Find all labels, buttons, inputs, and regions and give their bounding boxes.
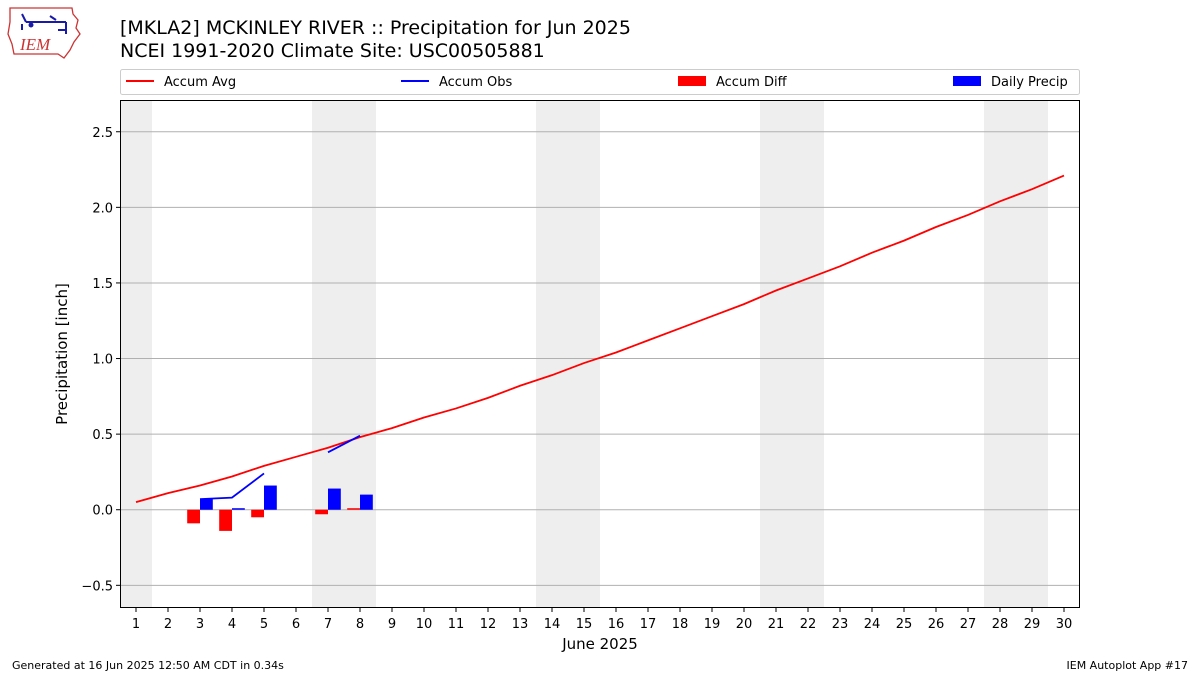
x-axis-label: June 2025 xyxy=(561,635,638,653)
legend-frame xyxy=(120,69,1080,95)
x-tick-label: 24 xyxy=(864,617,881,632)
app-credit: IEM Autoplot App #17 xyxy=(1066,659,1189,672)
lines xyxy=(135,174,1065,504)
weather-station-icon xyxy=(21,13,67,34)
x-tick-label: 30 xyxy=(1056,617,1073,632)
accum-obs-line xyxy=(327,434,361,454)
weekend-band xyxy=(344,100,376,608)
logo-text: IEM xyxy=(19,35,51,54)
legend: Accum Avg Accum Obs Accum Diff Daily Precip xyxy=(120,69,1080,95)
x-tick-label: 8 xyxy=(356,617,364,632)
x-tick-label: 9 xyxy=(388,617,396,632)
x-tick-label: 5 xyxy=(260,617,268,632)
bars xyxy=(187,485,373,531)
daily-precip-bar xyxy=(232,508,245,510)
x-tick-label: 13 xyxy=(512,617,529,632)
generated-timestamp: Generated at 16 Jun 2025 12:50 AM CDT in… xyxy=(12,659,284,672)
x-tick-label: 6 xyxy=(292,617,300,632)
x-tick-label: 23 xyxy=(832,617,849,632)
weekend-band xyxy=(984,100,1016,608)
x-tick-label: 25 xyxy=(896,617,913,632)
chart-subtitle: NCEI 1991-2020 Climate Site: USC00505881 xyxy=(120,40,545,62)
x-tick-label: 15 xyxy=(576,617,593,632)
x-tick-label: 12 xyxy=(480,617,497,632)
weekend-band xyxy=(792,100,824,608)
accum-obs-line xyxy=(199,472,265,501)
x-tick-label: 14 xyxy=(544,617,561,632)
accum-diff-bar xyxy=(219,509,232,531)
iem-logo: IEM xyxy=(7,7,81,59)
x-tick-label: 27 xyxy=(960,617,977,632)
x-tick-label: 19 xyxy=(704,617,721,632)
y-tick-label: 1.5 xyxy=(92,277,113,292)
x-tick-label: 22 xyxy=(800,617,817,632)
plot-frame xyxy=(120,100,1080,608)
weekend-band xyxy=(312,100,344,608)
x-tick-label: 3 xyxy=(196,617,204,632)
weekend-band xyxy=(760,100,792,608)
x-tick-label: 10 xyxy=(416,617,433,632)
accum-diff-bar xyxy=(347,508,360,510)
legend-label: Accum Obs xyxy=(439,75,512,90)
y-tick-label: 0.0 xyxy=(92,504,113,519)
legend-label: Accum Diff xyxy=(716,75,788,90)
accum-diff-bar xyxy=(251,509,264,518)
x-tick-label: 1 xyxy=(132,617,140,632)
daily-precip-bar xyxy=(360,494,373,510)
weekend-band xyxy=(120,100,152,608)
legend-swatch xyxy=(953,76,981,86)
station-dot-icon xyxy=(28,22,34,28)
weekend-band xyxy=(1016,100,1048,608)
daily-precip-bar xyxy=(200,499,213,510)
daily-precip-bar xyxy=(264,485,277,510)
x-tick-label: 2 xyxy=(164,617,172,632)
x-tick-label: 7 xyxy=(324,617,332,632)
weekend-band xyxy=(568,100,600,608)
daily-precip-bar xyxy=(328,488,341,510)
y-tick-label: −0.5 xyxy=(81,579,113,594)
y-tick-label: 2.0 xyxy=(92,201,113,216)
accum-avg-line xyxy=(135,174,1065,504)
y-tick-label: 1.0 xyxy=(92,353,113,368)
x-tick-label: 26 xyxy=(928,617,945,632)
legend-swatch xyxy=(678,76,706,86)
chart-title: [MKLA2] MCKINLEY RIVER :: Precipitation … xyxy=(120,17,631,39)
y-tick-label: 0.5 xyxy=(92,428,113,443)
y-axis-label: Precipitation [inch] xyxy=(53,283,71,425)
weekend-shading xyxy=(120,100,1048,608)
axes: −0.50.00.51.01.52.02.51 2 3 4 5 6 7 8 9 10 11 12 13 1… xyxy=(81,126,1072,632)
x-tick-label: 4 xyxy=(228,617,236,632)
x-tick-label: 18 xyxy=(672,617,689,632)
accum-diff-bar xyxy=(315,509,328,515)
x-tick-label: 20 xyxy=(736,617,753,632)
accum-diff-bar xyxy=(187,509,200,524)
legend-label: Accum Avg xyxy=(164,75,236,90)
legend-label: Daily Precip xyxy=(991,75,1068,90)
x-tick-label: 29 xyxy=(1024,617,1041,632)
weekend-band xyxy=(536,100,568,608)
y-tick-label: 2.5 xyxy=(92,126,113,141)
x-tick-label: 11 xyxy=(448,617,465,632)
x-tick-label: 28 xyxy=(992,617,1009,632)
x-tick-label: 21 xyxy=(768,617,785,632)
x-tick-label: 17 xyxy=(640,617,657,632)
x-tick-label: 16 xyxy=(608,617,625,632)
